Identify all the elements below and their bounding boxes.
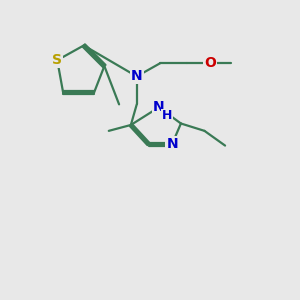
Text: S: S xyxy=(52,53,62,67)
Text: N: N xyxy=(131,69,142,83)
Text: O: O xyxy=(204,56,216,70)
Text: N: N xyxy=(153,100,165,114)
Text: N: N xyxy=(166,137,178,151)
Text: H: H xyxy=(162,109,172,122)
